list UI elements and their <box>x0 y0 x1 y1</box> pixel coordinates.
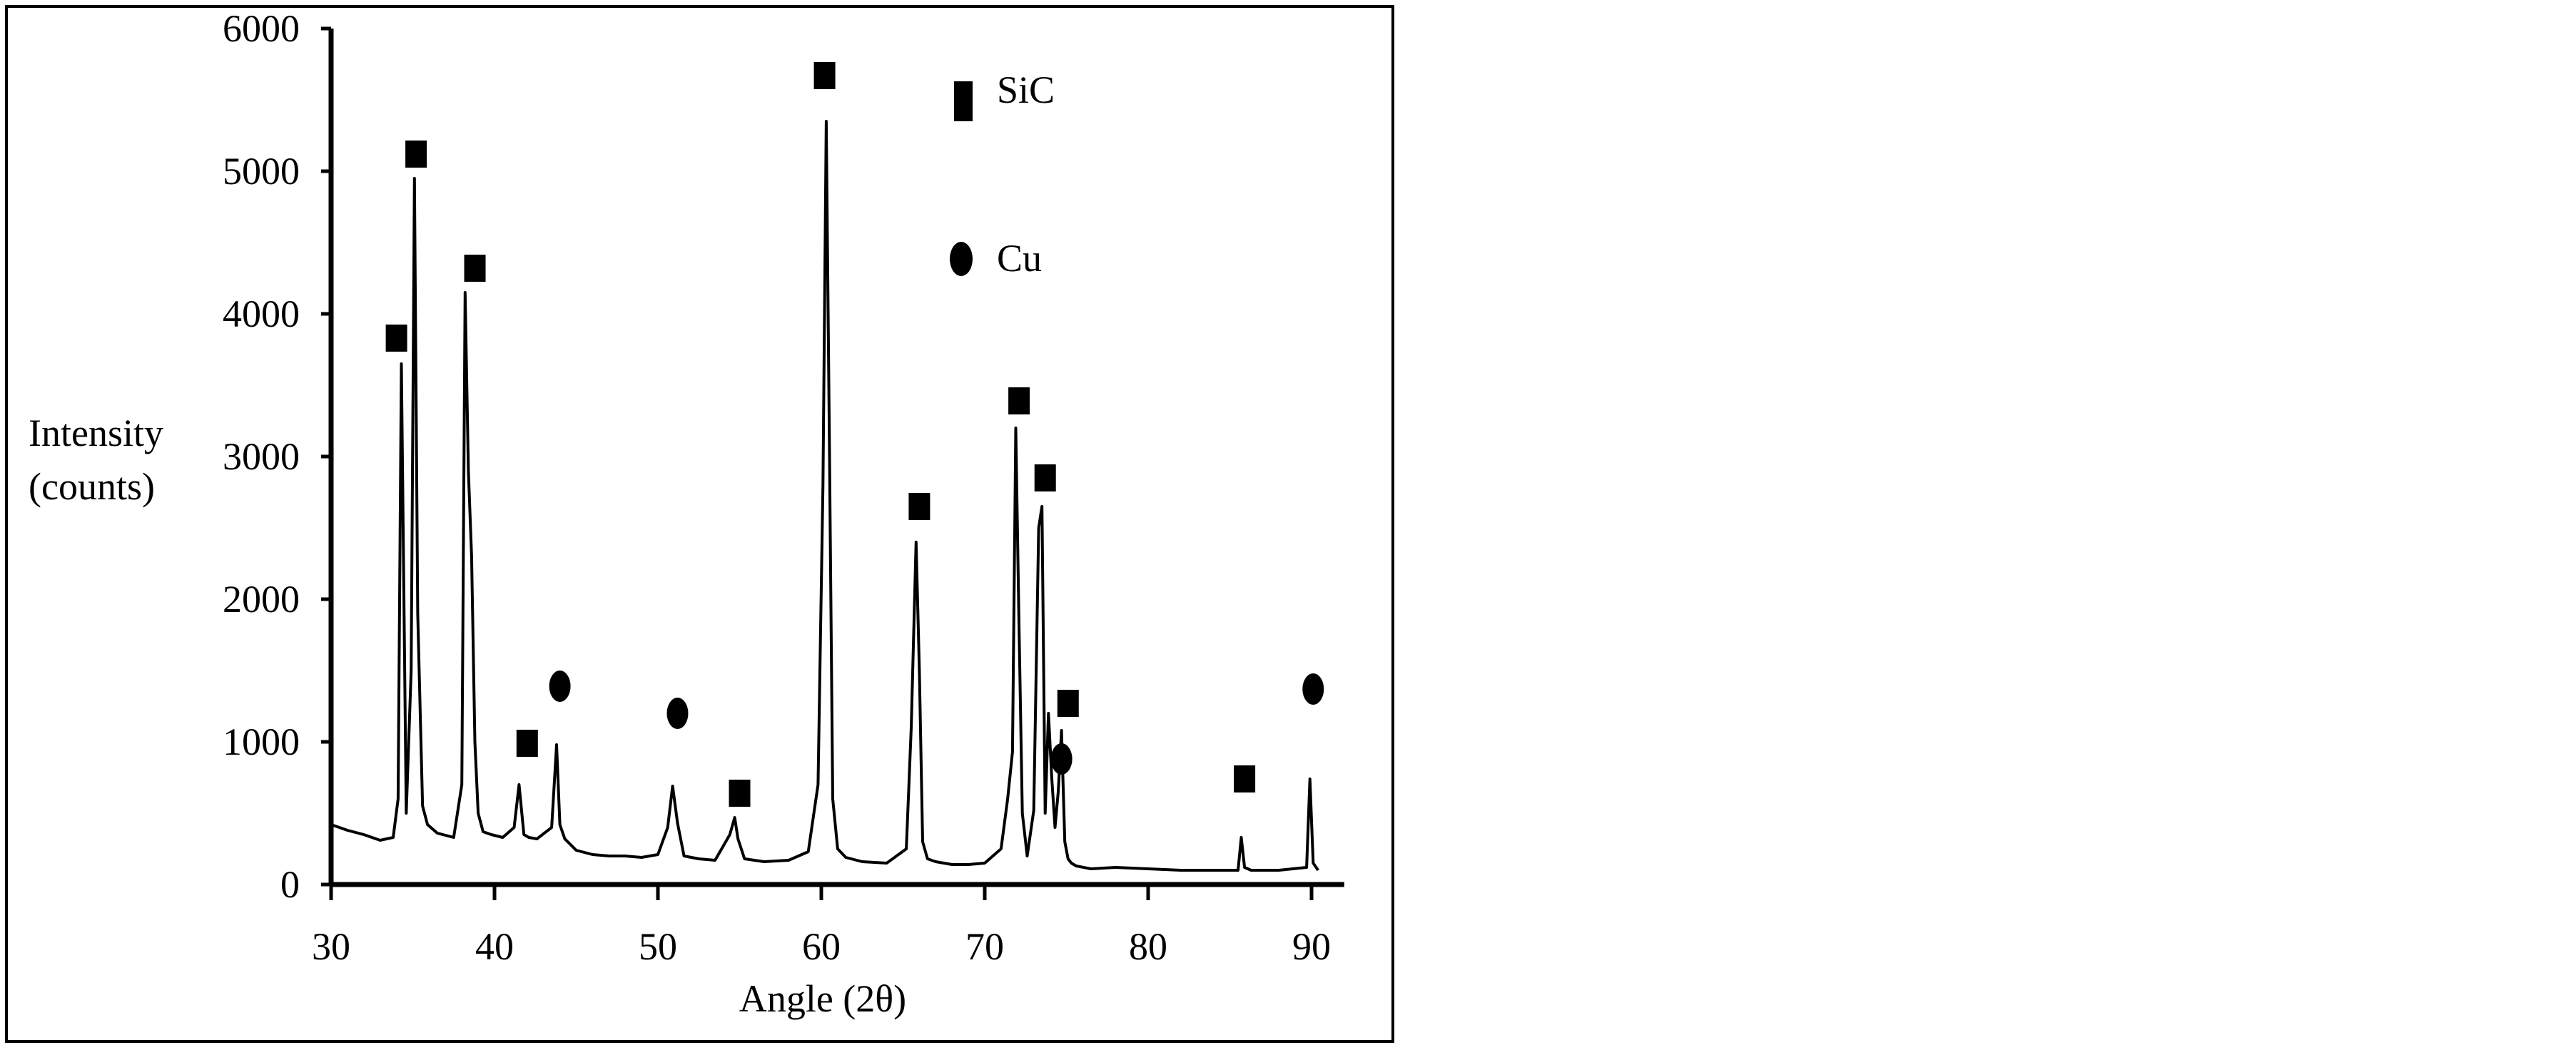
y-tick-label-6000: 6000 <box>223 7 300 50</box>
legend-marker-sic <box>954 81 973 121</box>
x-tick-label-80: 80 <box>1129 925 1167 968</box>
x-tick-label-30: 30 <box>312 925 350 968</box>
sic-peak-marker-11 <box>1057 690 1079 717</box>
legend-label-sic: SiC <box>997 68 1055 111</box>
sic-peak-marker-3 <box>516 730 538 757</box>
cu-peak-marker-4 <box>549 671 571 702</box>
x-tick-label-70: 70 <box>965 925 1004 968</box>
y-tick-label-5000: 5000 <box>223 150 300 193</box>
cu-peak-marker-14 <box>1302 673 1324 705</box>
sic-peak-marker-6 <box>729 780 751 807</box>
y-tick-label-4000: 4000 <box>223 292 300 335</box>
sic-peak-marker-9 <box>1008 387 1030 414</box>
legend: SiC Cu <box>997 68 1055 280</box>
cu-peak-marker-12 <box>1050 743 1073 775</box>
sic-peak-marker-10 <box>1034 464 1056 491</box>
legend-label-cu: Cu <box>997 237 1042 280</box>
y-axis-title: Intensity (counts) <box>29 412 163 508</box>
x-axis-title: Angle (2θ) <box>739 977 906 1020</box>
legend-marker-cu <box>950 242 973 276</box>
sic-peak-marker-7 <box>813 62 836 89</box>
x-tick-label-50: 50 <box>639 925 677 968</box>
sic-peak-marker-0 <box>385 325 407 352</box>
sic-peak-marker-2 <box>464 255 486 282</box>
y-axis-title-line-1: Intensity <box>29 412 163 454</box>
sic-peak-marker-1 <box>405 141 427 168</box>
x-tick-label-60: 60 <box>802 925 841 968</box>
sic-peak-marker-13 <box>1234 765 1256 792</box>
series-line <box>330 120 1319 872</box>
y-tick-label-0: 0 <box>280 863 300 906</box>
y-tick-label-1000: 1000 <box>223 720 300 763</box>
y-tick-label-2000: 2000 <box>223 578 300 621</box>
sic-peak-marker-8 <box>908 493 930 520</box>
x-tick-label-90: 90 <box>1292 925 1331 968</box>
y-tick-label-3000: 3000 <box>223 435 300 478</box>
x-tick-label-40: 40 <box>475 925 514 968</box>
cu-peak-marker-5 <box>666 698 689 729</box>
y-axis-title-line-2: (counts) <box>29 465 155 508</box>
